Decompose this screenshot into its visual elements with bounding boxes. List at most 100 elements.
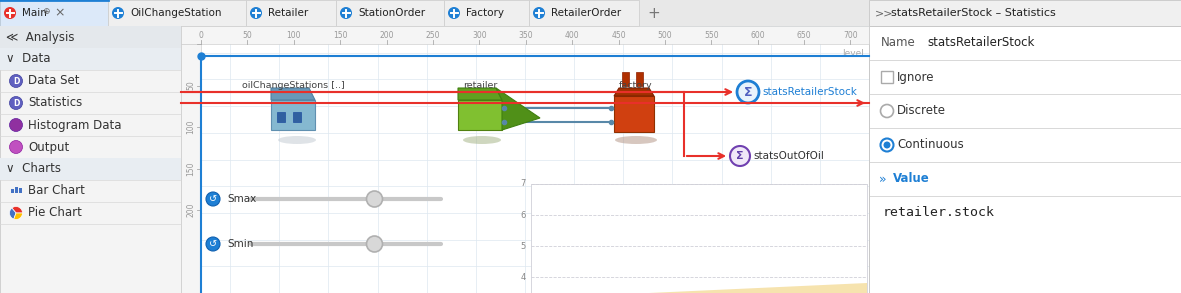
Polygon shape [458, 88, 502, 100]
Text: 200: 200 [185, 203, 195, 217]
Text: ↺: ↺ [209, 239, 217, 249]
Circle shape [366, 191, 383, 207]
Text: ⊕: ⊕ [43, 8, 50, 16]
Text: 50: 50 [185, 81, 195, 90]
Text: Discrete: Discrete [898, 105, 946, 117]
Bar [278, 112, 285, 122]
Text: 250: 250 [425, 30, 441, 40]
Bar [0, 48, 181, 70]
Circle shape [9, 207, 22, 219]
Bar [19, 188, 22, 193]
Text: D: D [13, 76, 19, 86]
Text: Bar Chart: Bar Chart [28, 185, 85, 197]
Text: >>: >> [875, 8, 894, 18]
Bar [9, 186, 22, 196]
Text: retailer.stock: retailer.stock [883, 207, 996, 219]
Text: statsRetailerStock – Statistics: statsRetailerStock – Statistics [890, 8, 1056, 18]
Bar [15, 187, 18, 193]
Bar [293, 112, 301, 122]
Text: ≪  Analysis: ≪ Analysis [6, 30, 74, 43]
Text: StationOrder: StationOrder [358, 8, 425, 18]
Text: factory: factory [619, 81, 653, 91]
Wedge shape [12, 207, 22, 213]
Polygon shape [614, 88, 654, 96]
Bar [107, 0, 246, 26]
Circle shape [340, 7, 352, 19]
FancyBboxPatch shape [270, 100, 315, 130]
FancyBboxPatch shape [458, 100, 502, 130]
Bar [531, 184, 867, 293]
Circle shape [881, 139, 894, 151]
Text: 150: 150 [333, 30, 347, 40]
Text: »: » [879, 173, 887, 185]
Text: retailer: retailer [463, 81, 497, 91]
Bar [622, 72, 629, 86]
Text: 4: 4 [521, 273, 526, 282]
Bar [181, 26, 869, 44]
Text: 5: 5 [521, 242, 526, 251]
Bar [0, 0, 107, 26]
Polygon shape [270, 88, 315, 100]
Bar [869, 26, 1181, 293]
Circle shape [9, 118, 22, 132]
Text: 300: 300 [472, 30, 487, 40]
Circle shape [205, 192, 220, 206]
Circle shape [9, 96, 22, 110]
Text: Statistics: Statistics [28, 96, 83, 110]
Ellipse shape [463, 136, 501, 144]
Bar [181, 26, 869, 293]
Bar [881, 71, 893, 83]
Circle shape [730, 146, 750, 166]
Bar [0, 158, 181, 180]
Text: statsOutOfOil: statsOutOfOil [753, 151, 824, 161]
Text: 600: 600 [750, 30, 765, 40]
Circle shape [448, 7, 461, 19]
Text: 550: 550 [704, 30, 718, 40]
Text: Ignore: Ignore [898, 71, 934, 84]
Bar [11, 189, 14, 193]
Text: 6: 6 [521, 211, 526, 220]
Bar [444, 0, 529, 26]
Ellipse shape [615, 136, 657, 144]
Circle shape [205, 237, 220, 251]
Text: level: level [842, 50, 864, 59]
Text: 450: 450 [612, 30, 626, 40]
Text: RetailerOrder: RetailerOrder [552, 8, 621, 18]
Circle shape [533, 7, 544, 19]
Text: 100: 100 [185, 120, 195, 134]
Circle shape [366, 236, 383, 252]
Wedge shape [9, 208, 17, 219]
Circle shape [4, 7, 17, 19]
Text: Main: Main [22, 8, 47, 18]
Polygon shape [648, 283, 867, 293]
Ellipse shape [278, 136, 317, 144]
Text: 50: 50 [242, 30, 253, 40]
Circle shape [881, 105, 894, 117]
Text: D: D [13, 98, 19, 108]
Text: ∨  Charts: ∨ Charts [6, 163, 61, 176]
Text: statsRetailerStock: statsRetailerStock [762, 87, 857, 97]
Text: ↺: ↺ [209, 194, 217, 204]
Text: 500: 500 [658, 30, 672, 40]
Text: Σ: Σ [736, 151, 744, 161]
Circle shape [883, 142, 890, 149]
Circle shape [9, 74, 22, 88]
Bar [869, 0, 1181, 26]
FancyBboxPatch shape [614, 96, 654, 132]
Text: Factory: Factory [466, 8, 504, 18]
Text: 350: 350 [518, 30, 533, 40]
Text: Retailer: Retailer [268, 8, 308, 18]
Text: ×: × [54, 6, 65, 20]
Text: +: + [647, 6, 660, 21]
Text: Histogram Data: Histogram Data [28, 118, 122, 132]
Bar [181, 44, 201, 293]
Text: Pie Chart: Pie Chart [28, 207, 81, 219]
Text: Continuous: Continuous [898, 139, 964, 151]
Text: OilChangeStation: OilChangeStation [130, 8, 222, 18]
Text: 150: 150 [185, 161, 195, 176]
Text: Name: Name [881, 37, 915, 50]
Text: Smax: Smax [227, 194, 256, 204]
Text: 0: 0 [198, 30, 203, 40]
Text: Smin: Smin [227, 239, 254, 249]
Text: 650: 650 [797, 30, 811, 40]
